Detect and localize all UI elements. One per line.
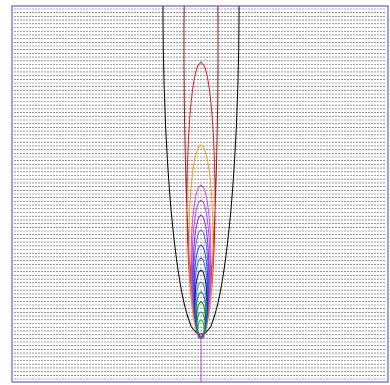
grid [14, 8, 386, 380]
contour-line [197, 319, 205, 339]
contour-line [183, 6, 219, 340]
contour-line [188, 144, 214, 339]
contour-line [190, 184, 212, 339]
contour-line [191, 199, 211, 339]
source-marker [197, 333, 205, 339]
plot-frame [11, 5, 389, 383]
contour-line [186, 61, 216, 339]
contours [162, 6, 240, 340]
contour-line [196, 311, 206, 339]
contour-line [162, 6, 240, 339]
